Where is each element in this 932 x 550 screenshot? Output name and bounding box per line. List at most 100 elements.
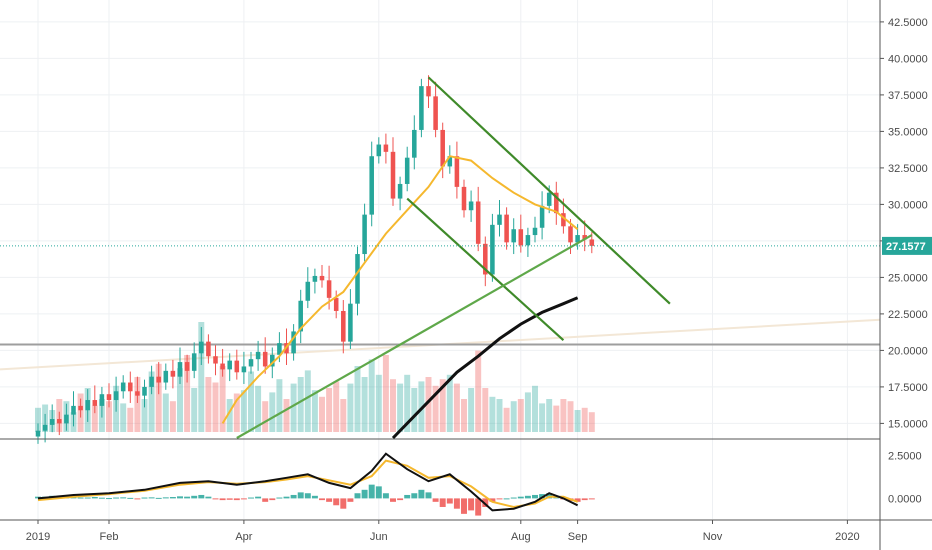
- candle-body-38: [305, 281, 311, 301]
- candle-body-1: [42, 424, 48, 431]
- macd-histogram-bar-59: [453, 498, 460, 509]
- candle-body-5: [71, 405, 76, 415]
- price-tick-label-3: 22.5000: [888, 309, 928, 321]
- macd-histogram-bar-17: [155, 497, 162, 499]
- volume-bar-15: [141, 399, 148, 432]
- macd-histogram-bar-66: [503, 498, 510, 500]
- volume-bar-60: [461, 399, 467, 432]
- candle-body-28: [234, 360, 240, 373]
- macd-histogram-bar-13: [127, 497, 134, 499]
- price-axis-background: [880, 0, 932, 550]
- macd-pane: [0, 438, 932, 516]
- volume-bar-45: [354, 366, 361, 432]
- volume-bar-38: [304, 370, 311, 432]
- candle-body-64: [490, 224, 495, 275]
- candle-body-77: [582, 235, 587, 240]
- macd-histogram-bar-46: [361, 489, 368, 499]
- candle-body-55: [426, 86, 431, 97]
- volume-bar-29: [240, 390, 247, 432]
- volume-bar-22: [191, 388, 198, 432]
- volume-bar-48: [375, 374, 382, 432]
- volume-bar-66: [503, 407, 510, 432]
- volume-bar-40: [319, 396, 325, 432]
- macd-histogram-bar-65: [496, 498, 503, 500]
- volume-bar-17: [155, 363, 162, 432]
- macd-histogram-bar-56: [432, 498, 439, 502]
- macd-histogram-bar-67: [510, 497, 517, 499]
- macd-histogram-bar-21: [184, 496, 191, 499]
- macd-histogram-bar-38: [304, 493, 311, 499]
- candle-body-46: [362, 214, 367, 255]
- candle-body-66: [504, 214, 509, 243]
- macd-histogram-bar-51: [397, 498, 404, 501]
- candle-body-10: [106, 394, 112, 401]
- macd-histogram-bar-11: [113, 497, 120, 499]
- macd-histogram-bar-48: [375, 486, 382, 499]
- candle-body-2: [49, 419, 55, 425]
- macd-histogram-bar-77: [581, 498, 588, 501]
- candle-body-41: [326, 280, 332, 298]
- macd-histogram-bar-20: [177, 496, 183, 499]
- volume-bar-21: [184, 355, 191, 432]
- macd-histogram-bar-64: [489, 498, 496, 502]
- volume-bar-68: [517, 399, 524, 432]
- time-tick-label-3: Jun: [370, 531, 388, 543]
- macd-histogram-bar-62: [475, 498, 482, 516]
- volume-bar-37: [297, 377, 304, 432]
- time-tick-label-2: Apr: [235, 531, 252, 543]
- macd-histogram-bar-40: [319, 498, 325, 501]
- macd-histogram-bar-53: [411, 493, 418, 499]
- candle-body-39: [312, 275, 318, 282]
- candle-body-60: [461, 186, 467, 211]
- volume-bar-12: [120, 403, 127, 432]
- candle-body-4: [64, 414, 69, 424]
- macd-histogram-bar-25: [212, 498, 219, 500]
- candlesticks: [35, 75, 595, 444]
- macd-histogram-bar-50: [390, 498, 396, 502]
- volume-bar-27: [226, 399, 233, 432]
- macd-histogram-bar-76: [574, 498, 581, 502]
- time-tick-label-4: Aug: [511, 531, 531, 543]
- volume-bar-20: [177, 368, 183, 432]
- candle-body-61: [468, 201, 474, 211]
- volume-bar-55: [425, 377, 432, 432]
- volume-bar-46: [361, 377, 368, 432]
- volume-bar-26: [219, 366, 226, 432]
- macd-histogram-bar-29: [240, 498, 247, 500]
- macd-histogram-bar-42: [333, 498, 340, 506]
- price-tick-label-7: 32.5000: [888, 163, 928, 175]
- macd-histogram-bar-28: [233, 498, 240, 501]
- candle-body-74: [561, 213, 566, 227]
- macd-histogram-bar-19: [169, 497, 176, 499]
- macd-histogram-bar-34: [276, 497, 283, 499]
- volume-bar-73: [553, 405, 560, 432]
- volume-bar-59: [453, 383, 460, 432]
- volume-bar-39: [311, 390, 318, 432]
- volume-bar-8: [91, 405, 98, 432]
- time-tick-label-7: 2020: [835, 531, 859, 543]
- price-tick-label-0: 15.0000: [888, 418, 928, 430]
- volume-bar-42: [333, 381, 340, 432]
- candle-body-69: [525, 235, 531, 246]
- candle-body-70: [532, 227, 538, 236]
- macd-histogram-bar-44: [347, 498, 354, 502]
- macd-histogram-bar-71: [539, 494, 546, 499]
- macd-histogram-bar-10: [106, 498, 112, 500]
- candle-body-25: [213, 356, 218, 364]
- sma-black-line: [391, 296, 579, 440]
- candle-body-75: [568, 226, 573, 243]
- volume-bar-71: [539, 403, 546, 432]
- volume-bar-67: [510, 401, 517, 432]
- macd-histogram-bar-39: [311, 495, 318, 499]
- macd-histogram-bar-24: [205, 496, 212, 499]
- sma-orange-line: [221, 155, 579, 424]
- macd-histogram-bar-41: [326, 498, 333, 502]
- candle-body-68: [518, 229, 524, 246]
- candle-body-9: [99, 394, 105, 406]
- candle-body-12: [120, 382, 126, 392]
- volume-bar-64: [489, 396, 496, 432]
- macd-histogram-bar-32: [262, 498, 269, 502]
- volume-bar-19: [169, 401, 176, 432]
